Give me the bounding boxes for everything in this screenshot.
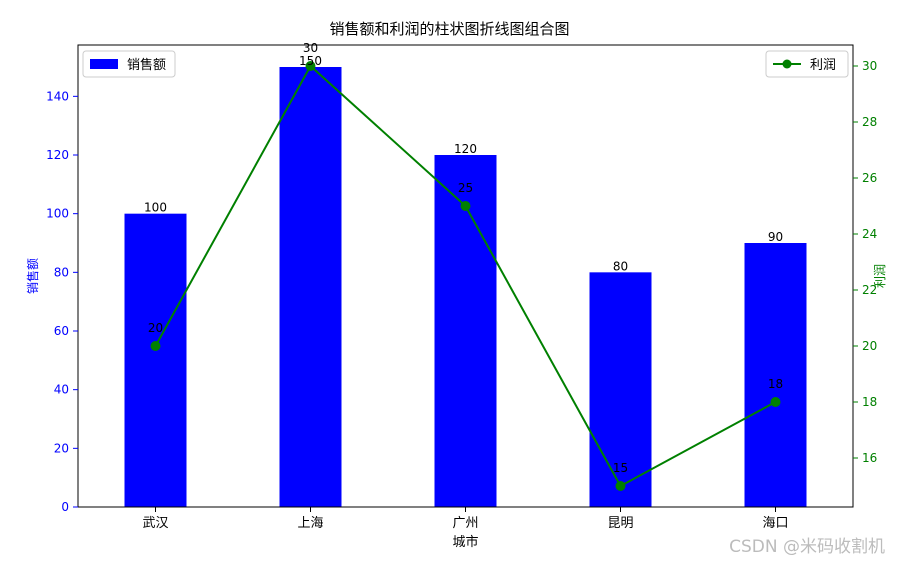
y-right-tick-label: 20 [862,339,877,353]
x-tick-label: 广州 [452,516,478,531]
labels-layer: 100 150 120 80 90 20 30 25 15 18 [144,41,783,475]
legend-bar-box [82,50,176,78]
y-left-tick-label: 100 [46,207,69,221]
x-axis-label: 城市 [452,534,478,550]
x-tick-label: 昆明 [607,516,633,531]
bar-上海 [279,67,342,507]
bar-value-label: 100 [144,201,167,215]
profit-point [615,481,626,491]
y-right-tick-label: 18 [862,395,877,409]
legend-bar-swatch [90,59,118,69]
x-tick-label: 武汉 [142,516,168,531]
y-right-tick-label: 22 [862,283,877,297]
bar-value-label: 90 [768,230,783,244]
line-layer [150,61,781,491]
bar-value-label: 80 [613,259,628,273]
bar-海口 [744,243,807,507]
y-left-tick-label: 80 [54,265,69,279]
y-left-tick-label: 140 [46,89,69,103]
y-left-tick-label: 40 [54,383,69,397]
profit-value-label: 20 [148,321,163,335]
profit-value-label: 25 [458,181,473,195]
y-left-tick-label: 20 [54,441,69,455]
y-right-axis-label: 利润 [873,264,887,288]
bar-value-label: 120 [454,142,477,156]
y-right-tick-label: 30 [862,59,877,73]
y-left-axis-label: 销售额 [25,258,40,294]
profit-point [770,397,781,407]
y-right-tick-label: 26 [862,171,877,185]
profit-value-label: 15 [613,461,628,475]
profit-value-label: 30 [303,41,318,55]
profit-point [305,61,316,71]
bar-广州 [434,155,497,507]
legend-line-label: 利润 [810,58,836,73]
x-tick-label: 上海 [297,516,323,531]
bars-layer [124,67,807,507]
bar-value-label: 150 [299,54,322,68]
profit-point [150,341,161,351]
y-left-tick-label: 0 [61,500,69,514]
y-right-tick-label: 28 [862,115,877,129]
watermark: CSDN @米码收割机 [729,537,885,557]
chart-title: 销售额和利润的柱状图折线图组合图 [329,20,570,38]
bar-昆明 [589,272,652,507]
bar-武汉 [124,213,187,507]
y-left-tick-label: 120 [46,148,69,162]
legend-layer: 销售额 利润 [82,50,849,78]
y-left-tick-label: 60 [54,324,69,338]
profit-value-label: 18 [768,377,783,391]
legend-line-marker [782,59,792,69]
y-right-tick-label: 24 [862,227,877,241]
legend-line-box [765,50,849,78]
legend-bar-label: 销售额 [127,57,166,73]
profit-point [460,201,471,211]
y-right-tick-label: 16 [862,451,877,465]
x-tick-label: 海口 [762,516,788,531]
